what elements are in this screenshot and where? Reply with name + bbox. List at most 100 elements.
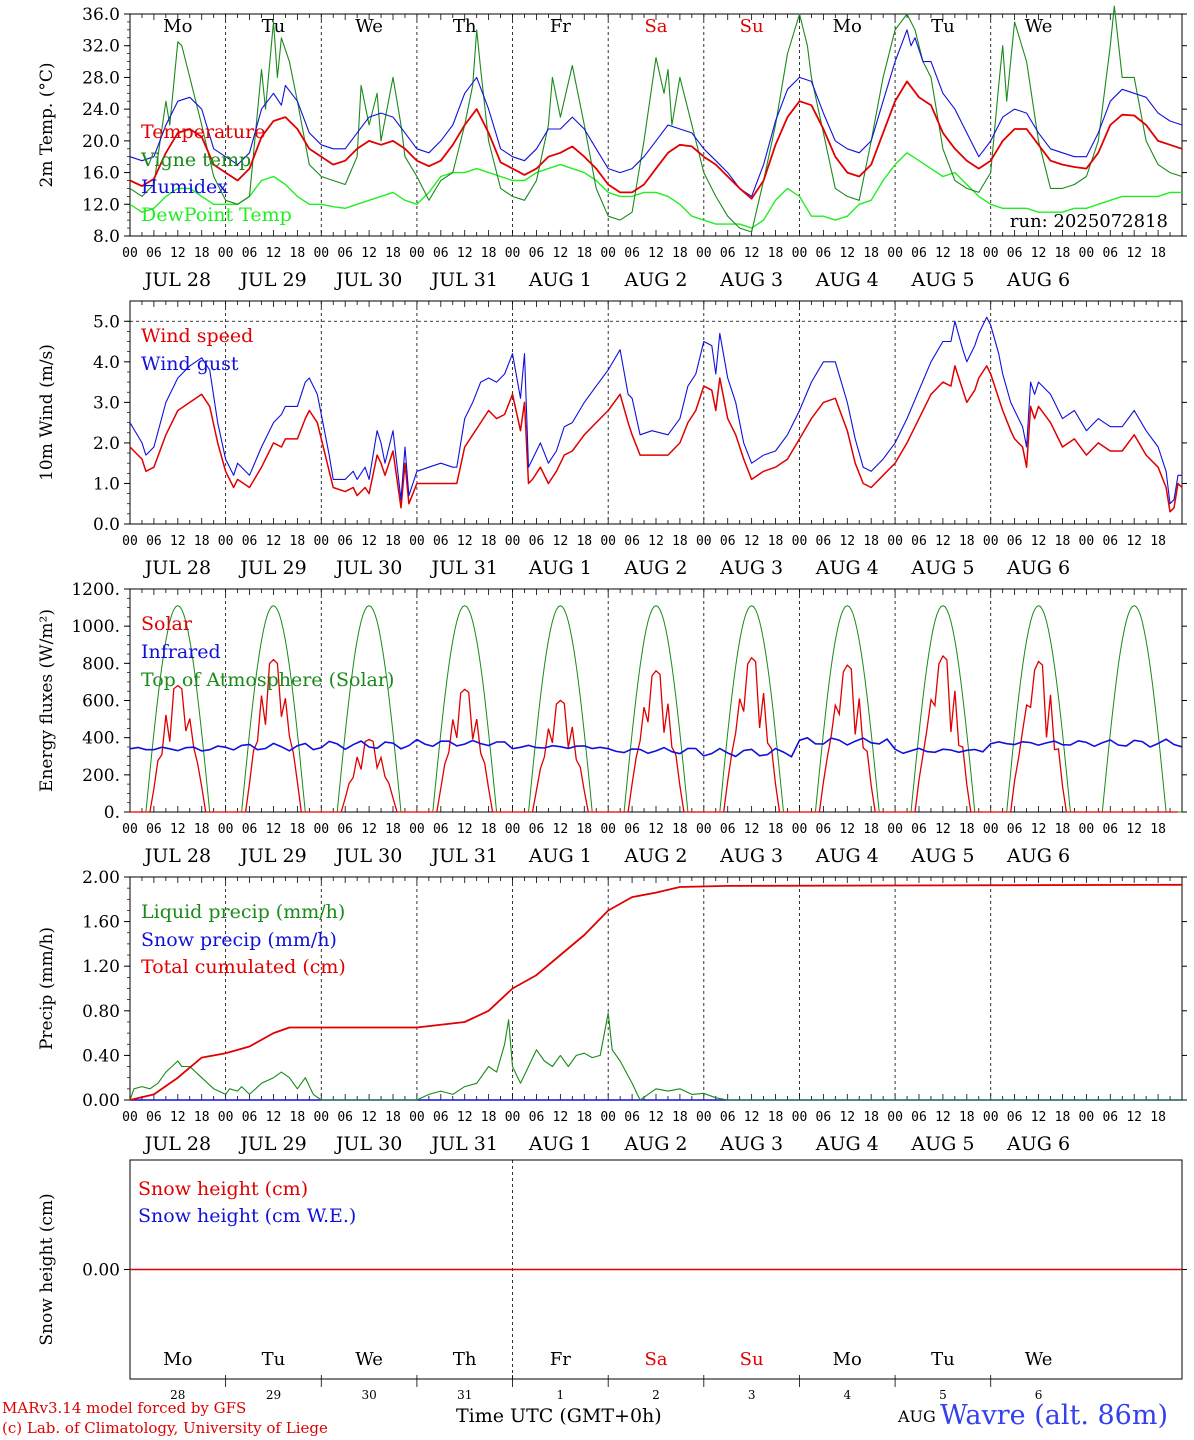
date-label: JUL 31	[429, 269, 497, 291]
hour-tick-label: 18	[959, 822, 975, 837]
hour-tick-label: 18	[1055, 822, 1071, 837]
hour-tick-label: 06	[337, 822, 353, 837]
hour-tick-label: 00	[1079, 246, 1095, 261]
weekday-label: Th	[453, 1349, 477, 1370]
hour-tick-label: 00	[505, 534, 521, 549]
total-cumulated-cm-line	[129, 883, 1183, 1101]
legend-entry: Infrared	[141, 641, 221, 663]
hour-tick-label: 00	[409, 1110, 425, 1125]
hour-tick-label: 12	[553, 534, 569, 549]
y-tick-label: 8.0	[93, 227, 120, 247]
date-label: AUG 2	[623, 557, 687, 579]
legend-entry: Wind gust	[141, 353, 239, 375]
hour-tick-label: 12	[457, 246, 473, 261]
date-label: AUG 3	[719, 845, 783, 867]
toa-solar-line	[130, 605, 1182, 813]
hour-tick-label: 00	[122, 822, 138, 837]
y-tick-label: 5.0	[93, 312, 120, 332]
lab-credit: (c) Lab. of Climatology, University of L…	[2, 1419, 328, 1437]
hour-tick-label: 18	[959, 1110, 975, 1125]
hour-tick-label: 00	[983, 822, 999, 837]
temp-panel: 00 06 12 18 00 06 12 18 00 06 12 18 00 06 12 18 00 06 12 18…	[37, 5, 1187, 291]
hour-tick-label: 06	[911, 246, 927, 261]
humidex-line	[129, 29, 1183, 197]
date-label: AUG 2	[623, 1133, 687, 1155]
date-label: AUG 3	[719, 269, 783, 291]
hour-tick-label: 18	[385, 534, 401, 549]
hour-tick-label: 00	[887, 534, 903, 549]
hour-tick-label: 00	[313, 1110, 329, 1125]
hour-tick-label: 12	[839, 534, 855, 549]
date-label: JUL 30	[334, 269, 402, 291]
hour-tick-label: 00	[696, 246, 712, 261]
model-credit: MARv3.14 model forced by GFS	[2, 1399, 247, 1417]
weekday-label: Mo	[163, 1349, 192, 1370]
hour-tick-label: 06	[911, 822, 927, 837]
date-label: AUG 4	[815, 557, 879, 579]
hour-tick-label: 06	[816, 822, 832, 837]
hour-tick-label: 12	[266, 246, 282, 261]
day-number-label: 2	[652, 1388, 660, 1402]
hour-tick-label: 18	[576, 1110, 592, 1125]
hour-tick-label: 12	[1031, 246, 1047, 261]
hour-tick-label: 12	[170, 246, 186, 261]
date-label: AUG 3	[719, 1133, 783, 1155]
flux-frame	[129, 588, 1183, 813]
wind-panel: 00 06 12 18 00 06 12 18 00 06 12 18 00 06 12 18 00 06 12 18…	[37, 300, 1187, 579]
day-number-label: 1	[557, 1388, 565, 1402]
hour-tick-label: 00	[887, 246, 903, 261]
hour-tick-label: 18	[194, 534, 210, 549]
hour-tick-label: 12	[1126, 246, 1142, 261]
hour-tick-label: 18	[290, 822, 306, 837]
vigne-temp-line	[129, 5, 1183, 233]
hour-tick-label: 18	[481, 534, 497, 549]
y-tick-label: 2.0	[93, 434, 120, 454]
date-label: AUG 5	[910, 269, 974, 291]
hour-tick-label: 00	[696, 534, 712, 549]
hour-tick-label: 12	[457, 822, 473, 837]
y-tick-label: 0.40	[82, 1046, 120, 1066]
hour-tick-label: 00	[122, 534, 138, 549]
hour-tick-label: 00	[696, 822, 712, 837]
weekday-label: Tu	[262, 1349, 286, 1370]
hour-tick-label: 06	[242, 246, 258, 261]
hour-tick-label: 00	[792, 246, 808, 261]
hour-tick-label: 18	[194, 822, 210, 837]
hour-tick-label: 06	[242, 822, 258, 837]
hour-tick-label: 00	[218, 246, 234, 261]
date-label: AUG 4	[815, 1133, 879, 1155]
date-label: JUL 28	[143, 557, 211, 579]
hour-tick-label: 06	[242, 534, 258, 549]
hour-tick-label: 18	[863, 534, 879, 549]
hour-tick-label: 06	[1007, 1110, 1023, 1125]
hour-tick-label: 18	[1150, 246, 1166, 261]
hour-tick-label: 12	[1031, 534, 1047, 549]
weekday-label: Fr	[550, 16, 571, 37]
y-tick-label: 1.60	[82, 913, 120, 933]
hour-tick-label: 12	[648, 822, 664, 837]
hour-tick-label: 18	[1150, 1110, 1166, 1125]
hour-tick-label: 18	[385, 1110, 401, 1125]
y-axis-label: Snow height (cm)	[37, 1193, 57, 1345]
hour-tick-label: 00	[122, 246, 138, 261]
hour-tick-label: 00	[218, 534, 234, 549]
hour-tick-label: 18	[290, 1110, 306, 1125]
y-tick-label: 800.	[82, 654, 120, 674]
hour-tick-label: 00	[600, 822, 616, 837]
hour-tick-label: 18	[576, 534, 592, 549]
date-label: JUL 29	[238, 1133, 306, 1155]
hour-tick-label: 12	[839, 1110, 855, 1125]
hour-tick-label: 06	[146, 822, 162, 837]
date-label: AUG 1	[528, 557, 592, 579]
hour-tick-label: 00	[1079, 1110, 1095, 1125]
hour-tick-label: 12	[266, 1110, 282, 1125]
hour-tick-label: 06	[816, 246, 832, 261]
hour-tick-label: 12	[361, 246, 377, 261]
hour-tick-label: 06	[1102, 534, 1118, 549]
hour-tick-label: 18	[768, 246, 784, 261]
date-label: AUG 3	[719, 557, 783, 579]
y-tick-label: 16.0	[82, 164, 120, 184]
hour-tick-label: 06	[337, 534, 353, 549]
hour-tick-label: 00	[696, 1110, 712, 1125]
date-label: JUL 28	[143, 845, 211, 867]
